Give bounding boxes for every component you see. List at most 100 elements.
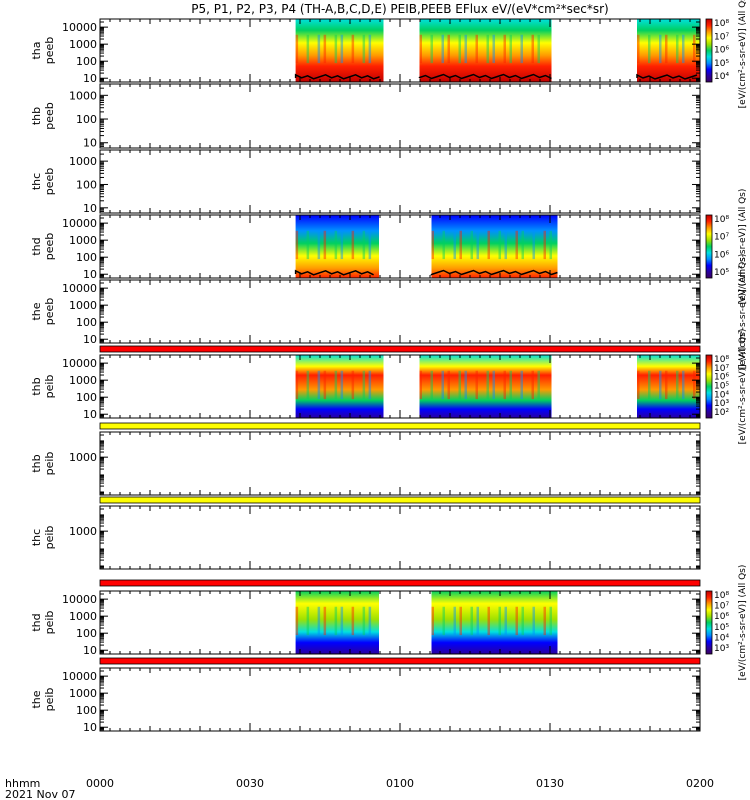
quality-bar: [99, 657, 701, 665]
spectrogram-stripe: [492, 34, 495, 64]
y-tick-label: 10: [83, 721, 97, 734]
potential-line: [294, 73, 380, 80]
panel-thd-peib: 10 100 1000 10000 thd peib: [30, 590, 701, 665]
potential-line: [418, 73, 552, 80]
panel-label-probe: thb: [30, 454, 43, 472]
y-tick-label: 100: [76, 251, 97, 264]
y-tick-label: 10: [83, 333, 97, 346]
spectrogram-stripe: [368, 370, 372, 400]
spectrogram-stripe: [648, 370, 651, 400]
colorbar-tick-label: 10²: [714, 408, 729, 418]
y-tick-label: 100: [76, 113, 97, 126]
spectrogram-stripe: [498, 230, 501, 260]
colorbar-tick-label: 10⁷: [714, 364, 729, 374]
colorbar-scale: [705, 214, 713, 279]
spectrogram-stripe: [458, 370, 461, 400]
spectrogram-stripe: [317, 606, 321, 636]
panel-label-probe: thd: [30, 613, 43, 631]
quality-bar: [99, 496, 701, 504]
spectrogram-stripe: [515, 230, 518, 260]
spectrogram-block: [295, 19, 384, 82]
spectrogram-stripe: [521, 230, 524, 260]
spectrogram-stripe: [693, 34, 696, 64]
panel-label-product: peeb: [43, 102, 56, 130]
spectrogram-stripe: [295, 370, 299, 400]
panel-label-product: peeb: [43, 298, 56, 326]
y-tick-label: 10: [83, 137, 97, 150]
panel-tha-peeb: 10 100 1000 10000 tha peeb: [30, 18, 701, 85]
quality-bar: [99, 422, 701, 430]
colorbar-tick-label: 10⁷: [714, 602, 729, 612]
spectrogram-stripe: [453, 230, 456, 260]
colorbar-tick-label: 10⁶: [714, 373, 729, 383]
panel-label-probe: the: [30, 302, 43, 320]
spectrogram-stripe: [498, 606, 501, 636]
panel-frame: [99, 431, 701, 496]
y-tick-label: 100: [76, 55, 97, 68]
spectrogram-stripe: [362, 370, 366, 400]
spectrogram-block: [419, 19, 552, 82]
y-tick-label: 1000: [69, 299, 97, 312]
panel-label-product: peib: [43, 688, 56, 712]
spectrogram-stripe: [486, 34, 489, 64]
colorbar-tick-label: 10⁸: [714, 215, 729, 225]
y-tick-label: 1000: [69, 687, 97, 700]
panel-thc-peib: 1000 thc peib: [30, 505, 701, 587]
spectrogram-stripe: [659, 34, 662, 64]
spectrogram-stripe: [317, 230, 321, 260]
y-tick-label: 1000: [69, 374, 97, 387]
spectrogram-stripe: [368, 606, 372, 636]
spectrogram-stripe: [676, 34, 679, 64]
y-tick-label: 10000: [62, 282, 97, 295]
panel-frame: [99, 667, 701, 732]
spectrogram-block: [637, 355, 700, 418]
spectrogram-stripe: [676, 370, 679, 400]
spectrogram-stripe: [351, 606, 355, 636]
spectrogram-stripe: [351, 34, 355, 64]
panel-label-probe: the: [30, 690, 43, 708]
spectrogram-stripe: [295, 230, 299, 260]
spectrogram-stripe: [447, 370, 450, 400]
panel-thb-peeb: 10 100 1000 thb peeb: [30, 83, 701, 150]
spectrogram-stripe: [419, 370, 422, 400]
spectrogram-stripe: [362, 34, 366, 64]
spectrogram-stripe: [368, 230, 372, 260]
spectrogram-stripe: [531, 370, 534, 400]
spectrogram-block: [431, 591, 558, 654]
panel-thb-peib-top: 10 100 1000 10000 thb peib: [30, 354, 701, 430]
spectrogram-stripe: [464, 34, 467, 64]
spectrogram-stripe: [334, 370, 338, 400]
spectrogram-stripe: [323, 230, 327, 260]
spectrogram-stripe: [637, 370, 640, 400]
panel-frame: [99, 354, 701, 419]
colorbar-tick-label: 10⁵: [714, 59, 729, 69]
y-tick-label: 10: [83, 202, 97, 215]
panel-the-peeb: 10 100 1000 10000 the peeb: [30, 279, 701, 353]
y-tick-label: 100: [76, 391, 97, 404]
x-tick-label: 0130: [536, 777, 564, 790]
spectrogram-stripe: [441, 34, 444, 64]
spectrogram-stripe: [419, 34, 422, 64]
spectrogram-stripe: [340, 230, 344, 260]
panel-label-product: peeb: [43, 37, 56, 65]
colorbar-tick-label: 10⁶: [714, 46, 729, 56]
x-tick-label: 0100: [386, 777, 414, 790]
spectrogram-stripe: [441, 370, 444, 400]
chart-title: P5, P1, P2, P3, P4 (TH-A,B,C,D,E) PEIB,P…: [191, 2, 608, 16]
potential-line: [294, 269, 374, 276]
panel-label-product: peib: [43, 611, 56, 635]
panel-frame: [99, 83, 701, 149]
panel-frame: [99, 149, 701, 214]
spectrogram-stripe: [431, 606, 434, 636]
quality-bar: [99, 345, 701, 353]
colorbar-label: [eV/(cm²-s-sr-eV)] (All Qs): [738, 0, 748, 108]
spectrogram-block: [295, 215, 379, 278]
y-tick-label: 1000: [69, 610, 97, 623]
spectrogram-block: [295, 355, 384, 418]
spectrogram-stripe: [317, 34, 321, 64]
spectrogram-stripe: [464, 370, 467, 400]
spectrogram-stripe: [430, 34, 433, 64]
colorbar-scale: [705, 18, 713, 83]
